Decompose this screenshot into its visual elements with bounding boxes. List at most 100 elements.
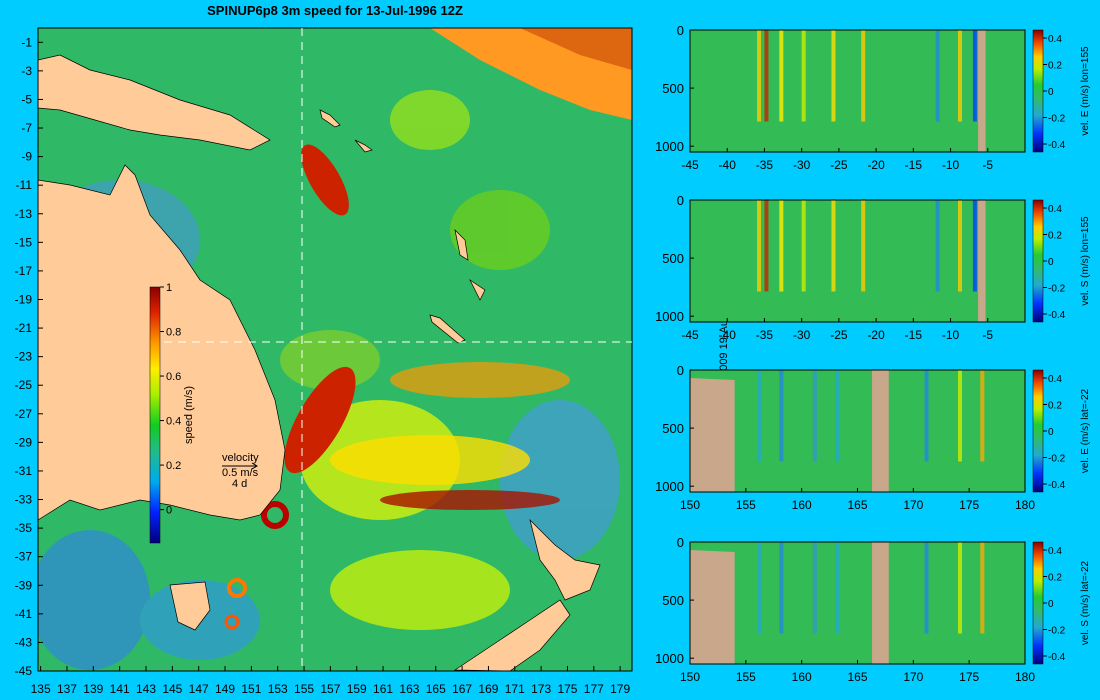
colorbar-tick-label: 1 bbox=[166, 282, 172, 294]
map-ytick-label: -13 bbox=[15, 207, 33, 221]
map-xtick-label: 147 bbox=[189, 682, 209, 696]
map-ytick-label: -21 bbox=[15, 321, 33, 335]
section-colorbar-tick-label: 0.4 bbox=[1048, 34, 1062, 45]
map-ytick-label: -39 bbox=[15, 578, 33, 592]
map-ytick-label: -29 bbox=[15, 435, 33, 449]
section-colorbar-tick-label: -0.4 bbox=[1048, 652, 1066, 663]
section-velS-lat-22: 150 155 160 165 170 175 180 0 500 1000 0.4 0.2 0 -0.2… bbox=[655, 535, 1091, 684]
map-xtick-label: 163 bbox=[399, 682, 419, 696]
velocity-key-title: velocity bbox=[222, 452, 259, 464]
section-field bbox=[690, 542, 1025, 664]
new-zealand-north bbox=[529, 518, 601, 601]
solomon-islands bbox=[319, 109, 341, 128]
colorbar-label: speed (m/s) bbox=[183, 386, 195, 444]
map-ytick-label: -11 bbox=[16, 178, 33, 192]
section-xtick-label: -40 bbox=[719, 158, 737, 172]
map-xtick-label: 155 bbox=[294, 682, 314, 696]
section-ytick-label: 500 bbox=[662, 251, 684, 266]
map-xtick-label: 177 bbox=[584, 682, 604, 696]
section-ytick-label: 0 bbox=[677, 535, 684, 550]
colorbar-tick-label: 0.8 bbox=[166, 327, 181, 339]
section-xtick-label: 175 bbox=[959, 498, 979, 512]
section-ytick-label: 0 bbox=[677, 23, 684, 38]
section-ytick-label: 1000 bbox=[655, 479, 684, 494]
map-ytick-label: -33 bbox=[15, 493, 33, 507]
section-colorbar-tick-label: 0.4 bbox=[1048, 546, 1062, 557]
section-colorbar-tick-label: 0 bbox=[1048, 257, 1054, 268]
map-xtick-label: 175 bbox=[557, 682, 577, 696]
velocity-key-time: 4 d bbox=[232, 478, 247, 490]
section-ytick-label: 500 bbox=[662, 421, 684, 436]
section-field bbox=[690, 30, 1025, 152]
map-ytick-label: -35 bbox=[15, 521, 33, 535]
velocity-key-scale: 0.5 m/s bbox=[222, 467, 259, 479]
map-xtick-label: 153 bbox=[268, 682, 288, 696]
map-ytick-label: -19 bbox=[15, 292, 33, 306]
section-field bbox=[690, 370, 1025, 492]
map-xtick-label: 169 bbox=[478, 682, 498, 696]
colorbar-tick-label: 0 bbox=[166, 505, 172, 517]
map-xtick-label: 165 bbox=[426, 682, 446, 696]
section-xtick-label: 175 bbox=[959, 670, 979, 684]
map-ytick-label: -1 bbox=[21, 35, 32, 49]
section-velE-lat-22: 150 155 160 165 170 175 180 0 500 1000 0.4 0.2 0 -0.2… bbox=[655, 363, 1091, 512]
section-xtick-label: -30 bbox=[793, 328, 811, 342]
map-xtick-label: 143 bbox=[136, 682, 156, 696]
section-xtick-label: 180 bbox=[1015, 670, 1035, 684]
map-xtick-label: 151 bbox=[241, 682, 261, 696]
section-xtick-label: 160 bbox=[792, 498, 812, 512]
tasmania bbox=[169, 581, 211, 631]
map-xtick-label: 145 bbox=[162, 682, 182, 696]
section-xtick-label: 150 bbox=[680, 498, 700, 512]
map-xtick-label: 161 bbox=[373, 682, 393, 696]
section-colorbar-tick-label: -0.2 bbox=[1048, 626, 1066, 637]
section-xtick-label: -5 bbox=[982, 158, 993, 172]
section-xtick-label: -30 bbox=[793, 158, 811, 172]
section-ytick-label: 1000 bbox=[655, 139, 684, 154]
section-xtick-label: -25 bbox=[830, 158, 848, 172]
map-ytick-label: -43 bbox=[15, 635, 33, 649]
section-field bbox=[690, 200, 1025, 322]
section-colorbar-tick-label: 0.2 bbox=[1048, 401, 1062, 412]
map-xtick-label: 135 bbox=[31, 682, 51, 696]
colorbar-tick-label: 0.4 bbox=[166, 416, 181, 428]
section-xtick-label: -15 bbox=[905, 158, 923, 172]
australia bbox=[38, 164, 286, 521]
map-ytick-label: -17 bbox=[15, 264, 33, 278]
section-colorbar-tick-label: 0.2 bbox=[1048, 231, 1062, 242]
section-velS-lon155: -45 -40 -35 -30 -25 -20 -15 -10 -5 0 500 1000 0.4 0.2… bbox=[655, 193, 1091, 342]
speed-colorbar bbox=[149, 286, 161, 544]
section-ytick-label: 500 bbox=[662, 81, 684, 96]
section-colorbar-tick-label: -0.4 bbox=[1048, 310, 1066, 321]
section-xtick-label: 170 bbox=[903, 498, 923, 512]
section-ytick-label: 1000 bbox=[655, 309, 684, 324]
map-xtick-label: 157 bbox=[320, 682, 340, 696]
section-xtick-label: 155 bbox=[736, 498, 756, 512]
map-ytick-label: -37 bbox=[15, 550, 33, 564]
section-xtick-label: 170 bbox=[903, 670, 923, 684]
section-xtick-label: 165 bbox=[847, 498, 867, 512]
colorbar-tick-label: 0.2 bbox=[166, 460, 181, 472]
section-colorbar-label: vel. S (m/s) lon=155 bbox=[1080, 216, 1091, 306]
section-xtick-label: 160 bbox=[792, 670, 812, 684]
map-xtick-label: 139 bbox=[83, 682, 103, 696]
map-ytick-label: -15 bbox=[15, 235, 33, 249]
section-xtick-label: -10 bbox=[942, 328, 960, 342]
section-xtick-label: -45 bbox=[681, 328, 699, 342]
map-xtick-label: 179 bbox=[610, 682, 630, 696]
section-xtick-label: -20 bbox=[867, 328, 885, 342]
section-xtick-label: -15 bbox=[905, 328, 923, 342]
map-ytick-label: -27 bbox=[15, 407, 33, 421]
section-xtick-label: -10 bbox=[942, 158, 960, 172]
section-xtick-label: -5 bbox=[982, 328, 993, 342]
section-colorbar-tick-label: 0.4 bbox=[1048, 374, 1062, 385]
section-colorbar-tick-label: 0.2 bbox=[1048, 61, 1062, 72]
map-xtick-label: 167 bbox=[452, 682, 472, 696]
colorbar-tick-label: 0.6 bbox=[166, 371, 181, 383]
section-colorbar bbox=[1032, 541, 1044, 665]
section-ytick-label: 0 bbox=[677, 363, 684, 378]
section-colorbar bbox=[1032, 369, 1044, 493]
map-ytick-label: -9 bbox=[21, 150, 32, 164]
section-colorbar-tick-label: -0.2 bbox=[1048, 114, 1066, 125]
section-colorbar-tick-label: 0 bbox=[1048, 87, 1054, 98]
